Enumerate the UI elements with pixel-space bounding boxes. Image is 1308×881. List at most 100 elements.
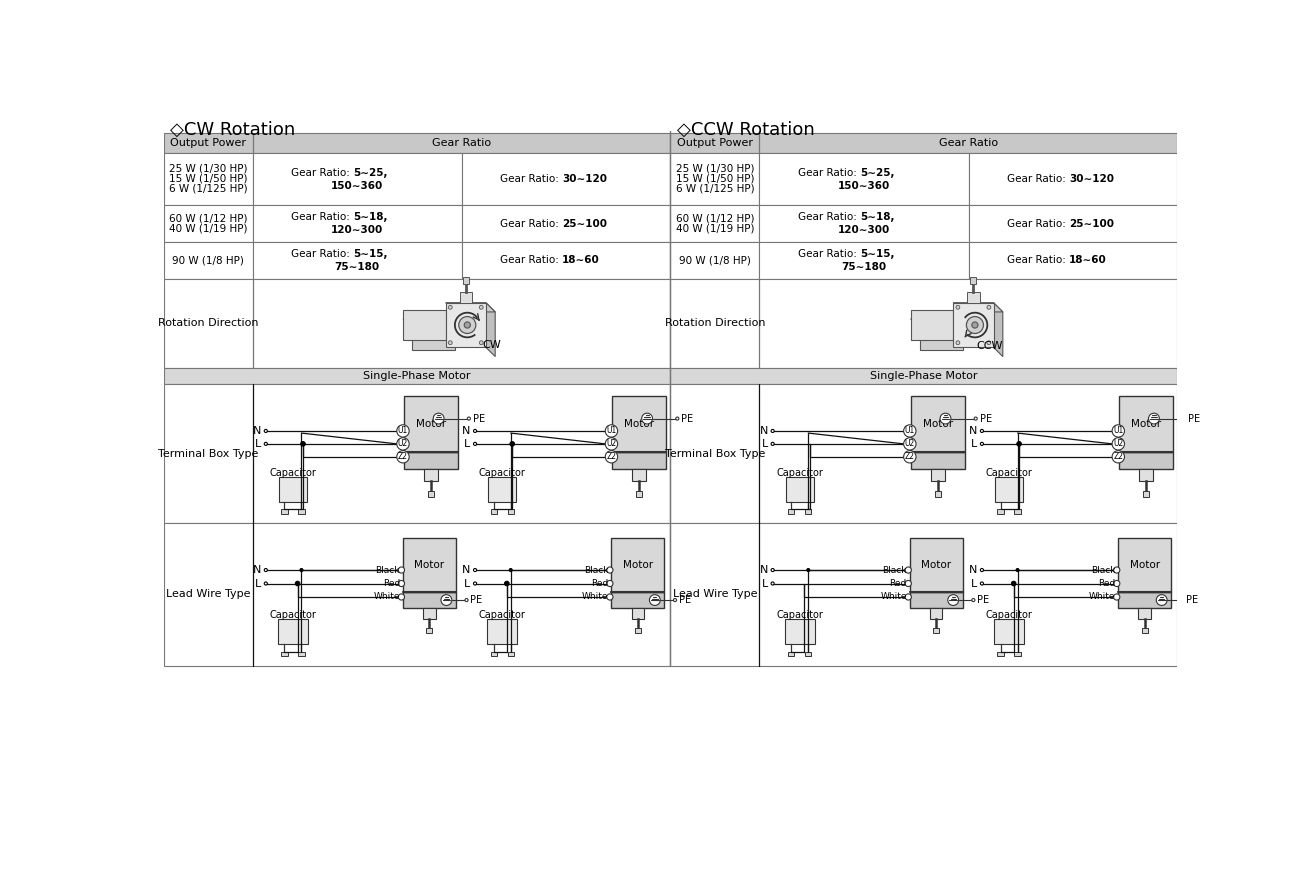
Text: Capacitor: Capacitor [986, 468, 1032, 478]
Bar [671, 133, 1177, 152]
Text: Terminal Box Type: Terminal Box Type [158, 448, 258, 459]
Text: L: L [464, 579, 471, 589]
Text: U2: U2 [398, 440, 408, 448]
Bar [1120, 396, 1173, 452]
Text: Single-Phase Motor: Single-Phase Motor [870, 371, 977, 381]
Text: N: N [969, 426, 977, 436]
Bar [931, 470, 944, 481]
Text: L: L [971, 579, 977, 589]
Circle shape [396, 425, 409, 437]
Circle shape [264, 568, 267, 572]
Bar [611, 592, 664, 608]
Text: Capacitor: Capacitor [479, 468, 526, 478]
Text: PE: PE [980, 413, 991, 424]
Bar [612, 396, 667, 452]
Circle shape [606, 425, 617, 437]
Bar [424, 470, 438, 481]
Bar [671, 523, 1177, 665]
Text: Red: Red [889, 579, 906, 588]
Circle shape [1113, 594, 1120, 600]
Circle shape [264, 582, 267, 585]
Bar [426, 628, 433, 633]
Circle shape [459, 316, 476, 334]
Circle shape [1182, 417, 1186, 420]
Text: U1: U1 [905, 426, 916, 435]
Circle shape [1148, 413, 1159, 424]
Text: 75∼180: 75∼180 [335, 263, 379, 272]
Circle shape [956, 341, 960, 344]
Polygon shape [446, 303, 496, 312]
Text: White: White [582, 593, 608, 602]
Text: 90 W (1/8 HP): 90 W (1/8 HP) [173, 255, 245, 265]
Bar [969, 152, 1177, 205]
Bar [281, 652, 288, 656]
Text: Rotation Direction: Rotation Direction [158, 318, 258, 329]
Text: Capacitor: Capacitor [479, 611, 526, 620]
Bar [998, 509, 1003, 514]
Circle shape [296, 581, 300, 586]
Circle shape [1112, 425, 1125, 437]
Text: White: White [880, 593, 906, 602]
Bar [612, 452, 667, 470]
Text: U1: U1 [607, 426, 616, 435]
Circle shape [905, 594, 912, 600]
Text: L: L [255, 579, 262, 589]
Bar [954, 303, 994, 347]
Circle shape [674, 598, 676, 602]
Bar [488, 619, 517, 644]
Circle shape [464, 598, 468, 602]
Circle shape [981, 429, 984, 433]
Bar [611, 538, 664, 592]
Bar [164, 523, 671, 665]
Bar [164, 133, 671, 152]
Text: Motor: Motor [624, 419, 654, 429]
Bar [1015, 652, 1020, 656]
Bar [760, 205, 969, 242]
Bar [298, 509, 305, 514]
Text: 15 W (1/50 HP): 15 W (1/50 HP) [676, 174, 755, 184]
Polygon shape [954, 303, 1003, 312]
Text: 40 W (1/19 HP): 40 W (1/19 HP) [676, 224, 755, 233]
Text: Gear Ratio: Gear Ratio [432, 137, 490, 148]
Bar [760, 152, 969, 205]
Text: Red: Red [591, 579, 608, 588]
Text: PE: PE [1188, 413, 1201, 424]
Text: PE: PE [977, 595, 989, 605]
Bar [789, 652, 794, 656]
Circle shape [606, 451, 617, 463]
Bar [1120, 452, 1173, 470]
Text: N: N [760, 565, 768, 575]
Bar [164, 205, 252, 242]
Bar [632, 608, 644, 618]
Text: 120∼300: 120∼300 [838, 226, 891, 235]
Bar [1139, 470, 1154, 481]
Text: CCW: CCW [977, 341, 1003, 352]
Bar [969, 242, 1177, 279]
Circle shape [449, 306, 453, 309]
Text: 25∼100: 25∼100 [1069, 218, 1114, 228]
Circle shape [981, 568, 984, 572]
Bar [462, 152, 671, 205]
Bar [910, 452, 965, 470]
Circle shape [905, 581, 912, 587]
Circle shape [467, 417, 471, 420]
Bar [279, 619, 307, 644]
Bar [404, 452, 458, 470]
Circle shape [948, 595, 959, 605]
Text: U1: U1 [398, 426, 408, 435]
Circle shape [510, 441, 514, 446]
Circle shape [473, 582, 476, 585]
Text: U1: U1 [1113, 426, 1124, 435]
Bar [252, 242, 462, 279]
Text: Motor: Motor [1130, 560, 1160, 570]
Circle shape [607, 594, 613, 600]
Circle shape [904, 451, 916, 463]
Bar [971, 278, 977, 285]
Circle shape [509, 568, 513, 572]
Circle shape [479, 341, 483, 344]
Bar [403, 538, 455, 592]
Bar [671, 242, 760, 279]
Text: N: N [252, 565, 262, 575]
Bar [935, 491, 940, 497]
Text: 60 W (1/12 HP): 60 W (1/12 HP) [676, 213, 755, 224]
